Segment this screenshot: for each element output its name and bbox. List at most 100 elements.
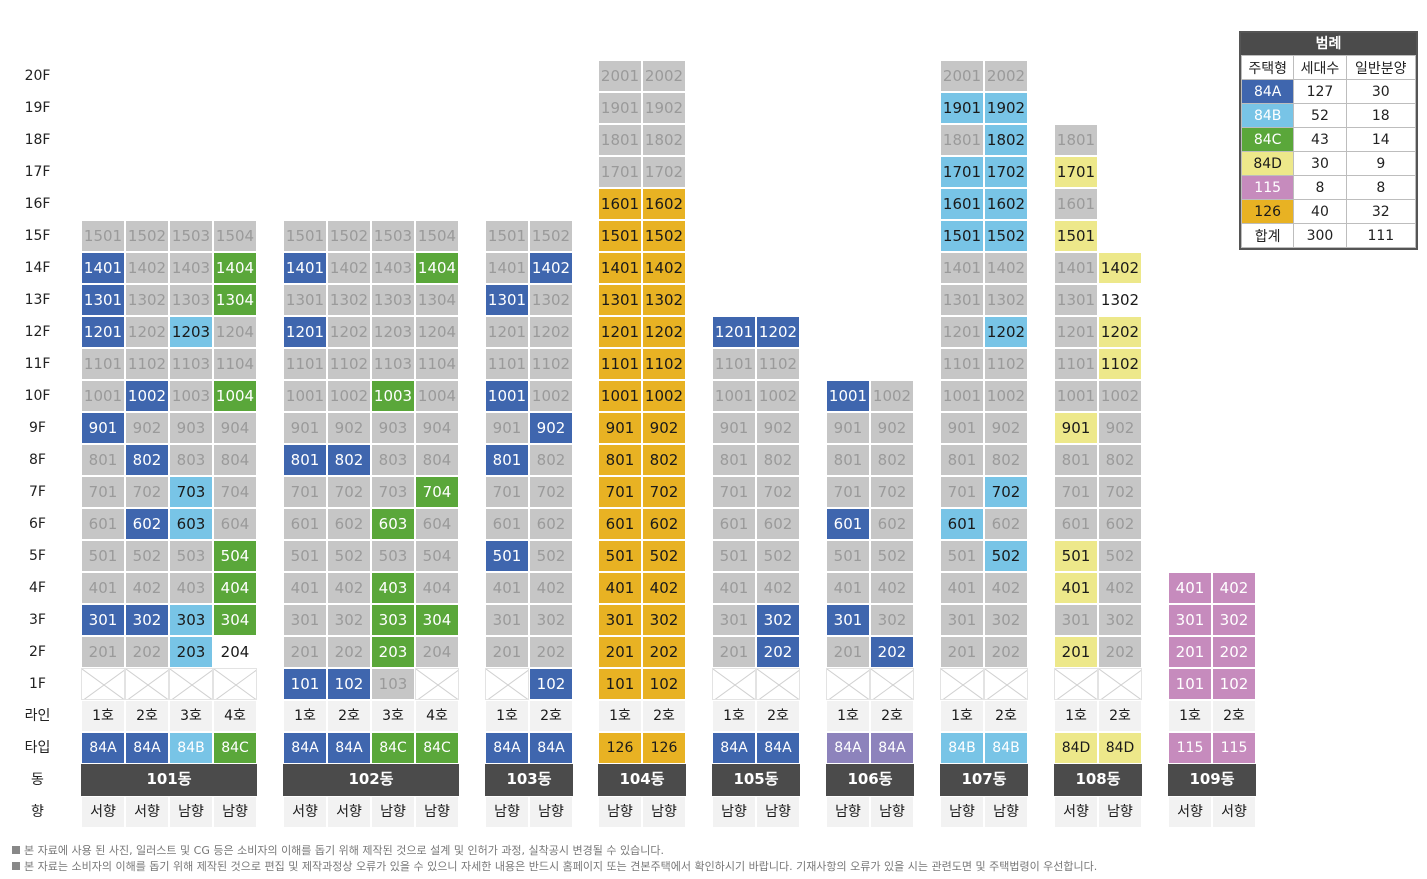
cross-icon — [126, 669, 168, 699]
unit-102동-401: 401 — [283, 572, 327, 604]
unit-103동-1001: 1001 — [485, 380, 529, 412]
unit-105동-802: 802 — [756, 444, 800, 476]
direction-label: 서향 — [81, 796, 125, 828]
direction-label: 남향 — [1098, 796, 1142, 828]
unit-101동-302: 302 — [125, 604, 169, 636]
unit-104동-401: 401 — [598, 572, 642, 604]
unit-109동-102: 102 — [1212, 668, 1256, 700]
legend-general: 18 — [1345, 103, 1417, 128]
unit-102동-902: 902 — [327, 412, 371, 444]
line-label: 2호 — [529, 700, 573, 732]
unit-104동-902: 902 — [642, 412, 686, 444]
unit-107동-1402: 1402 — [984, 252, 1028, 284]
unit-108동-601: 601 — [1054, 508, 1098, 540]
type-label: 84A — [125, 732, 169, 764]
unit-108동-1201: 1201 — [1054, 316, 1098, 348]
unit-102동-1304: 1304 — [415, 284, 459, 316]
unit-107동-1801: 1801 — [940, 124, 984, 156]
floor-label: 20F — [24, 68, 51, 84]
unit-108동-1601: 1601 — [1054, 188, 1098, 220]
unit-107동-1002: 1002 — [984, 380, 1028, 412]
unit-104동-1802: 1802 — [642, 124, 686, 156]
unit-102동-1202: 1202 — [327, 316, 371, 348]
unit-103동-201: 201 — [485, 636, 529, 668]
unit-107동-302: 302 — [984, 604, 1028, 636]
unit-108동-501: 501 — [1054, 540, 1098, 572]
unit-103동-601: 601 — [485, 508, 529, 540]
unit-106동-701: 701 — [826, 476, 870, 508]
unit-104동-1401: 1401 — [598, 252, 642, 284]
empty-unit — [415, 668, 459, 700]
unit-103동-902: 902 — [529, 412, 573, 444]
unit-108동-901: 901 — [1054, 412, 1098, 444]
unit-105동-1202: 1202 — [756, 316, 800, 348]
unit-101동-1504: 1504 — [213, 220, 257, 252]
type-label: 84D — [1098, 732, 1142, 764]
unit-101동-404: 404 — [213, 572, 257, 604]
type-label: 84B — [940, 732, 984, 764]
unit-102동-1301: 1301 — [283, 284, 327, 316]
floor-label: 8F — [29, 452, 46, 468]
line-label: 2호 — [756, 700, 800, 732]
legend-count: 52 — [1293, 103, 1347, 128]
floor-label: 3F — [29, 612, 46, 628]
legend-header-general: 일반분양 — [1345, 55, 1417, 80]
unit-105동-1201: 1201 — [712, 316, 756, 348]
unit-102동-302: 302 — [327, 604, 371, 636]
type-label: 84D — [1054, 732, 1098, 764]
unit-106동-301: 301 — [826, 604, 870, 636]
unit-107동-1001: 1001 — [940, 380, 984, 412]
type-label: 84B — [984, 732, 1028, 764]
empty-unit — [485, 668, 529, 700]
unit-101동-1303: 1303 — [169, 284, 213, 316]
unit-107동-501: 501 — [940, 540, 984, 572]
unit-102동-702: 702 — [327, 476, 371, 508]
unit-106동-602: 602 — [870, 508, 914, 540]
row-label-line_label: 라인 — [24, 708, 51, 724]
unit-102동-1303: 1303 — [371, 284, 415, 316]
unit-103동-301: 301 — [485, 604, 529, 636]
unit-106동-601: 601 — [826, 508, 870, 540]
unit-102동-102: 102 — [327, 668, 371, 700]
unit-101동-1404: 1404 — [213, 252, 257, 284]
cross-icon — [416, 669, 458, 699]
legend-type: 84A — [1240, 79, 1295, 104]
legend-count: 8 — [1293, 175, 1347, 200]
line-label: 4호 — [213, 700, 257, 732]
type-label: 115 — [1168, 732, 1212, 764]
unit-104동-402: 402 — [642, 572, 686, 604]
unit-101동-1403: 1403 — [169, 252, 213, 284]
unit-107동-2002: 2002 — [984, 60, 1028, 92]
unit-102동-1101: 1101 — [283, 348, 327, 380]
unit-107동-1102: 1102 — [984, 348, 1028, 380]
unit-101동-904: 904 — [213, 412, 257, 444]
unit-108동-1001: 1001 — [1054, 380, 1098, 412]
unit-105동-302: 302 — [756, 604, 800, 636]
empty-unit — [870, 668, 914, 700]
legend-type: 84D — [1240, 151, 1295, 176]
unit-104동-1402: 1402 — [642, 252, 686, 284]
direction-label: 남향 — [529, 796, 573, 828]
building-name: 101동 — [81, 764, 257, 796]
unit-102동-204: 204 — [415, 636, 459, 668]
legend-general: 30 — [1345, 79, 1417, 104]
unit-101동-903: 903 — [169, 412, 213, 444]
unit-106동-502: 502 — [870, 540, 914, 572]
direction-label: 서향 — [1054, 796, 1098, 828]
floor-label: 15F — [24, 228, 51, 244]
unit-104동-202: 202 — [642, 636, 686, 668]
cross-icon — [82, 669, 124, 699]
cross-icon — [1055, 669, 1097, 699]
unit-101동-1401: 1401 — [81, 252, 125, 284]
unit-107동-502: 502 — [984, 540, 1028, 572]
unit-107동-1802: 1802 — [984, 124, 1028, 156]
line-label: 2호 — [870, 700, 914, 732]
legend-general: 32 — [1345, 199, 1417, 224]
unit-101동-402: 402 — [125, 572, 169, 604]
line-label: 1호 — [1168, 700, 1212, 732]
unit-103동-1201: 1201 — [485, 316, 529, 348]
unit-106동-801: 801 — [826, 444, 870, 476]
unit-108동-1102: 1102 — [1098, 348, 1142, 380]
unit-109동-301: 301 — [1168, 604, 1212, 636]
unit-104동-602: 602 — [642, 508, 686, 540]
